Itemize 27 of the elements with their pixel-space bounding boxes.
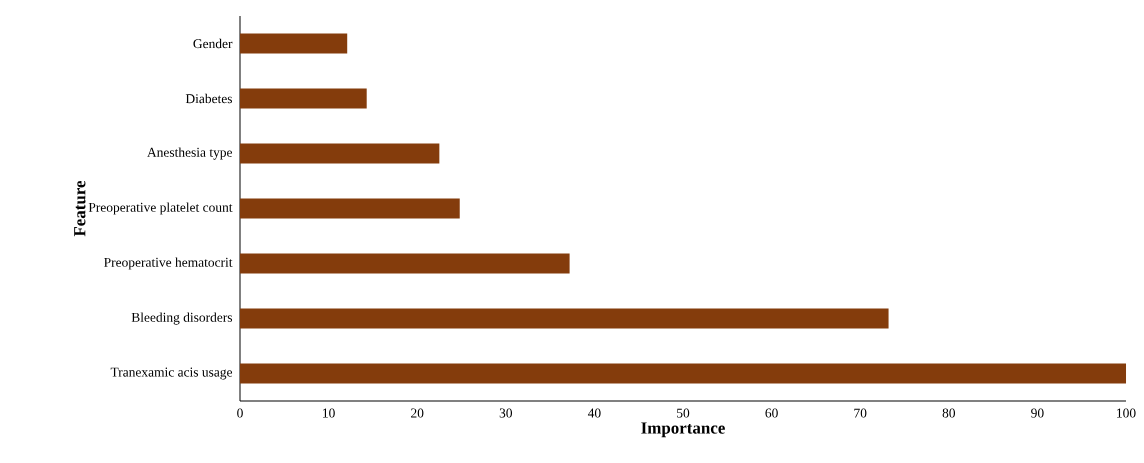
- x-tick-label: 80: [942, 408, 956, 418]
- x-tick-label: 60: [765, 408, 778, 418]
- bar: [240, 88, 367, 109]
- x-axis-title: Importance: [641, 422, 725, 438]
- y-tick-label: Bleeding disorders: [131, 312, 233, 325]
- y-tick-label: Preoperative hematocrit: [104, 257, 233, 270]
- bar: [240, 143, 440, 164]
- x-tick-label: 10: [323, 408, 335, 418]
- x-tick-label: 30: [499, 408, 513, 418]
- x-tick-label: 40: [587, 408, 601, 418]
- x-tick-label: 20: [411, 408, 424, 418]
- y-tick-label: Diabetes: [185, 93, 233, 104]
- y-tick-label: Gender: [193, 38, 233, 49]
- y-tick-label: Preoperative platelet count: [88, 202, 233, 215]
- x-tick-label: 70: [854, 408, 867, 418]
- bar: [240, 198, 460, 219]
- x-tick-label: 90: [1031, 408, 1044, 418]
- bar: [240, 363, 1127, 384]
- x-tick-label: 100: [1117, 408, 1136, 418]
- x-tick-label: 0: [237, 408, 243, 418]
- y-tick-label: Tranexamic acis usage: [110, 367, 233, 380]
- bar: [240, 33, 348, 54]
- x-tick-label: 50: [677, 408, 690, 418]
- bar: [240, 253, 570, 274]
- bar: [240, 308, 889, 329]
- y-tick-label: Anesthesia type: [147, 147, 233, 160]
- y-axis-title: Feature: [74, 180, 86, 237]
